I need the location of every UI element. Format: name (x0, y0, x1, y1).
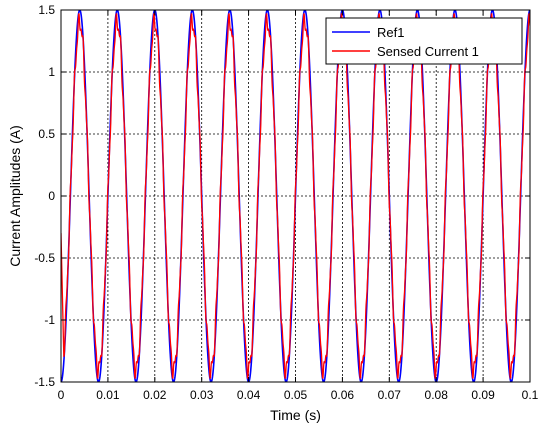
y-tick-label: 1 (48, 65, 55, 79)
x-tick-label: 0 (58, 388, 65, 402)
x-tick-label: 0.04 (237, 388, 261, 402)
y-tick-label: 1.5 (38, 3, 55, 17)
legend: Ref1 Sensed Current 1 (325, 17, 523, 65)
y-tick-label: 0 (48, 189, 55, 203)
y-axis-label: Current Amplitudes (A) (7, 125, 23, 267)
y-tick-label: -1 (44, 313, 55, 327)
legend-label: Ref1 (377, 25, 404, 40)
x-tick-label: 0.03 (190, 388, 214, 402)
legend-label: Sensed Current 1 (377, 44, 479, 59)
ticks: 0 0.01 0.02 0.03 0.04 0.05 0.06 0.07 0.08 0.09 0.1… (34, 3, 538, 402)
y-tick-label: -1.5 (34, 375, 55, 389)
x-tick-label: 0.01 (96, 388, 120, 402)
x-tick-label: 0.06 (331, 388, 355, 402)
x-tick-label: 0.05 (284, 388, 308, 402)
x-tick-label: 0.07 (378, 388, 402, 402)
x-tick-label: 0.02 (143, 388, 167, 402)
legend-box (325, 17, 523, 65)
y-tick-label: -0.5 (34, 251, 55, 265)
x-tick-label: 0.09 (471, 388, 495, 402)
y-tick-label: 0.5 (38, 127, 55, 141)
x-axis-label: Time (s) (270, 407, 321, 423)
x-tick-label: 0.1 (522, 388, 539, 402)
x-tick-label: 0.08 (425, 388, 449, 402)
